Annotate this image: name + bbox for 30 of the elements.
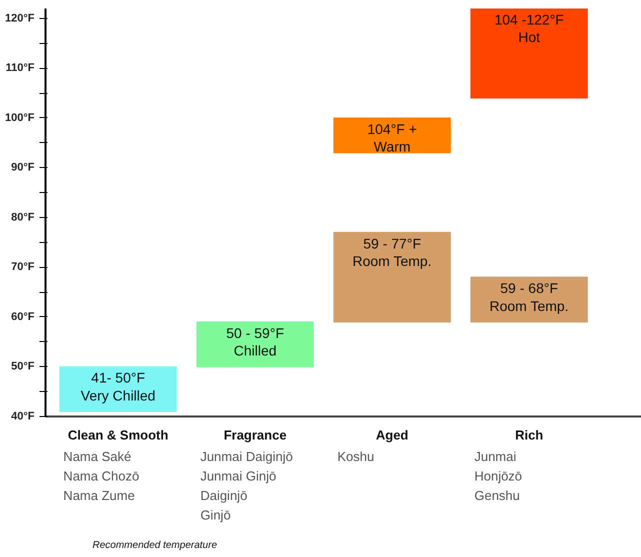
y-tick-label: 60°F [11, 310, 35, 323]
text: Recommended temperature [92, 540, 218, 551]
y-tick-label: 100°F [5, 112, 35, 124]
text: Nama Saké Nama Chozō Nama Zume [63, 448, 140, 503]
bar [333, 117, 451, 154]
bar [196, 321, 314, 368]
y-tick-label: 70°F [11, 261, 35, 274]
text: Koshu [337, 448, 374, 464]
y-tick-label: 90°F [11, 162, 35, 174]
x-tick-label: Fragrance [224, 428, 287, 442]
x-tick-label: Clean & Smooth [68, 428, 168, 442]
y-tick-label: 120°F [5, 12, 35, 24]
y-tick-label: 80°F [11, 211, 35, 224]
annotation: 59 - 77°F Room Temp. [352, 235, 432, 269]
y-tick-label: 110°F [6, 62, 35, 74]
x-tick-label: Rich [515, 428, 544, 442]
annotation: 59 - 68°F Room Temp. [489, 280, 569, 314]
text: Junmai Daiginjō Junmai Ginjō Daiginjō Ginjō [200, 448, 293, 522]
text: Junmai Honjōzō Genshu [474, 448, 522, 503]
bar [470, 276, 588, 322]
annotation: 104°F + Warm [367, 120, 417, 155]
y-tick-label: 40°F [11, 410, 35, 422]
annotation: 104 -122°F Hot [494, 12, 564, 46]
bar [470, 8, 588, 99]
bar [333, 232, 451, 322]
y-tick-label: 50°F [11, 360, 35, 373]
annotation: 41- 50°F Very Chilled [80, 370, 156, 404]
bar [59, 366, 177, 412]
annotation: 50 - 59°F Chilled [226, 324, 284, 359]
x-tick-label: Aged [376, 428, 408, 442]
